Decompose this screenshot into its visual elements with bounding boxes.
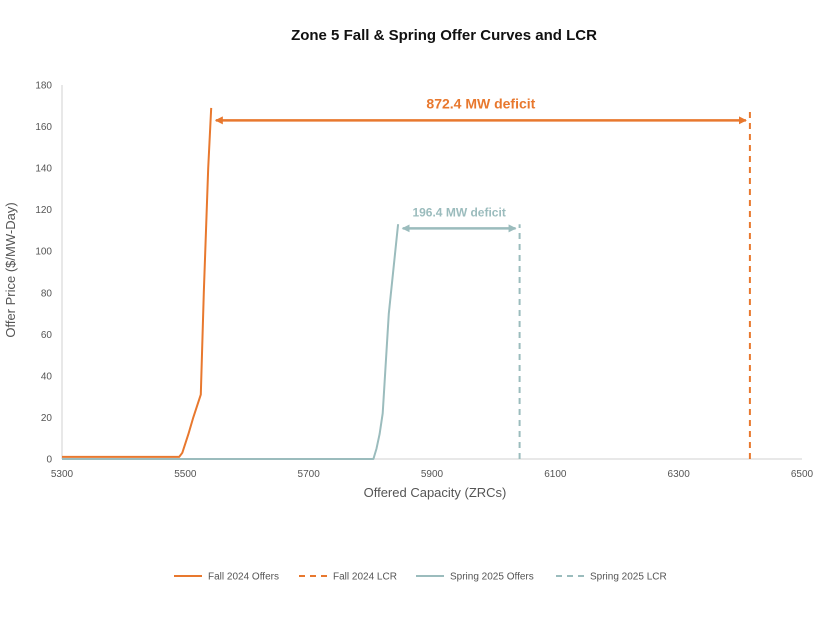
axes: 5300 5500 5700 5900 6100 6300 6500 0 20 40 60 80 100… bbox=[35, 81, 813, 481]
series-line-spring-2025-offers bbox=[62, 224, 400, 460]
y-tick-label: 20 bbox=[41, 413, 53, 424]
y-axis-label: Offer Price ($/MW-Day) bbox=[3, 202, 18, 337]
y-tick-label: 180 bbox=[35, 81, 52, 92]
series-line-fall-2024-offers bbox=[62, 107, 213, 458]
deficit-label: 872.4 MW deficit bbox=[426, 95, 535, 111]
annotations: 872.4 MW deficit 196.4 MW deficit bbox=[214, 95, 747, 233]
y-tick-label: 0 bbox=[46, 455, 52, 466]
x-tick-label: 5900 bbox=[421, 469, 444, 480]
x-tick-label: 6100 bbox=[544, 469, 567, 480]
legend: Fall 2024 Offers Fall 2024 LCR Spring 2025… bbox=[174, 572, 667, 583]
y-tick-label: 100 bbox=[35, 247, 52, 258]
x-tick-label: 6300 bbox=[668, 469, 691, 480]
y-tick-label: 80 bbox=[41, 288, 53, 299]
legend-label: Spring 2025 LCR bbox=[590, 572, 667, 583]
legend-label: Spring 2025 Offers bbox=[450, 572, 534, 583]
plot-area bbox=[62, 107, 751, 460]
y-tick-label: 160 bbox=[35, 122, 52, 133]
x-tick-label: 5700 bbox=[298, 469, 321, 480]
chart-title: Zone 5 Fall & Spring Offer Curves and LC… bbox=[291, 27, 597, 44]
legend-label: Fall 2024 LCR bbox=[333, 572, 397, 583]
x-axis-label: Offered Capacity (ZRCs) bbox=[364, 485, 507, 500]
y-tick-label: 140 bbox=[35, 164, 52, 175]
y-tick-label: 120 bbox=[35, 205, 52, 216]
x-tick-label: 5500 bbox=[174, 469, 197, 480]
x-tick-label: 5300 bbox=[51, 469, 74, 480]
y-tick-label: 60 bbox=[41, 330, 53, 341]
deficit-label: 196.4 MW deficit bbox=[412, 205, 505, 219]
legend-label: Fall 2024 Offers bbox=[208, 572, 279, 583]
y-tick-label: 40 bbox=[41, 371, 53, 382]
x-tick-label: 6500 bbox=[791, 469, 814, 480]
